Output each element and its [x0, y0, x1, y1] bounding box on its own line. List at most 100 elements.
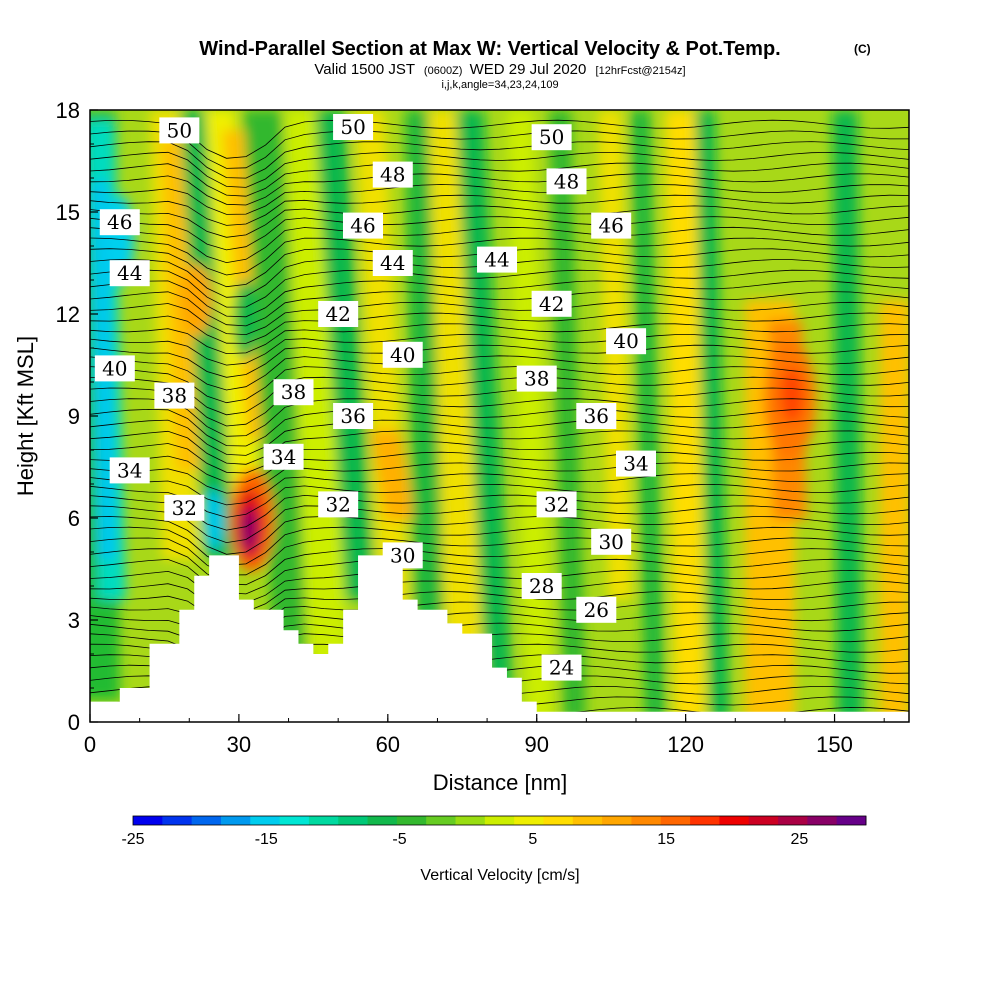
theta-contour-line [90, 323, 909, 355]
contour-label-text: 46 [350, 214, 375, 238]
subtitle-date: WED 29 Jul 2020 [470, 61, 587, 78]
contour-label-text: 36 [340, 404, 365, 428]
contour-label-box [576, 403, 617, 429]
theta-contour-line [90, 237, 909, 276]
y-tick-label: 3 [68, 608, 80, 633]
y-tick-label: 18 [56, 98, 80, 123]
contour-label-box [591, 528, 632, 555]
theta-contour-line [90, 226, 909, 264]
contour-label-box [94, 355, 135, 382]
chart-subtitle-2: i,j,k,angle=34,23,24,109 [441, 79, 558, 91]
contour-label-text: 44 [484, 248, 509, 272]
x-tick-label: 0 [84, 732, 96, 757]
contour-label-text: 40 [613, 329, 638, 353]
x-tick-label: 120 [667, 732, 704, 757]
chart-title: Wind-Parallel Section at Max W: Vertical… [199, 38, 780, 60]
theta-contour-label: 42 [318, 301, 359, 327]
contour-label-text: 50 [340, 115, 365, 139]
x-tick-label: 150 [816, 732, 853, 757]
theta-contour-label: 46 [591, 212, 632, 239]
subtitle-valid: Valid 1500 JST [314, 61, 414, 78]
theta-contour-label: 24 [541, 654, 582, 681]
theta-contour-line [90, 216, 909, 251]
theta-contour-label: 50 [159, 117, 200, 144]
theta-contour-line [90, 173, 909, 206]
theta-contour-label: 44 [477, 246, 518, 273]
contour-label-text: 38 [162, 384, 187, 408]
contour-label-text: 42 [539, 292, 564, 316]
contour-label-text: 32 [172, 496, 197, 520]
colorbar-frame [132, 815, 867, 826]
velocity-band [880, 300, 909, 720]
contour-label-text: 42 [325, 302, 350, 326]
theta-contour-line [90, 344, 909, 378]
title-mark: (C) [854, 42, 871, 56]
x-axis-label: Distance [nm] [433, 770, 568, 795]
contour-label-text: 48 [380, 163, 405, 187]
theta-contour-label: 34 [616, 450, 656, 477]
y-tick-label: 9 [68, 404, 80, 429]
contour-label-box [546, 168, 587, 195]
theta-contour-line [90, 516, 909, 555]
contour-label-box [516, 365, 557, 392]
contour-label-box [263, 443, 304, 470]
contour-label-box [99, 209, 140, 236]
velocity-band [665, 110, 705, 720]
theta-contour-line [90, 366, 909, 404]
colorbar-swatch [191, 816, 222, 825]
theta-contour-line [90, 334, 909, 366]
contour-label-box [372, 161, 413, 188]
y-tick-label: 15 [56, 200, 80, 225]
theta-contour-line [90, 398, 909, 437]
theta-contour-line [90, 430, 909, 465]
contour-label-text: 30 [390, 543, 415, 567]
theta-contour-label: 28 [521, 573, 562, 599]
velocity-band [630, 110, 665, 720]
velocity-cell [780, 367, 804, 423]
theta-contour-label: 48 [372, 161, 413, 188]
colorbar-swatch [484, 816, 515, 825]
colorbar-swatch [778, 816, 808, 825]
contour-label-box [273, 379, 314, 406]
contour-label-box [154, 382, 195, 409]
terrain [90, 555, 909, 722]
theta-contour-line [90, 505, 909, 544]
theta-contour-label: 42 [531, 290, 572, 317]
theta-contour-line [90, 376, 909, 416]
theta-contour-line [90, 269, 909, 308]
theta-contour-label: 50 [531, 124, 572, 151]
colorbar-swatch [426, 816, 457, 825]
theta-contour-line [90, 301, 909, 336]
contour-label-box [477, 246, 518, 273]
velocity-band [370, 430, 415, 520]
contour-label-text: 48 [554, 169, 579, 193]
velocity-cell [203, 490, 223, 550]
contour-label-box [531, 290, 572, 317]
x-tick-label: 30 [227, 732, 251, 757]
velocity-cell [241, 508, 257, 552]
velocity-band [549, 110, 586, 720]
contour-label-box [382, 341, 423, 368]
contour-label-text: 40 [102, 356, 127, 380]
contour-label-text: 50 [539, 125, 564, 149]
colorbar-swatch [660, 816, 691, 825]
contour-label-text: 46 [598, 214, 623, 238]
colorbar-swatch [308, 816, 339, 825]
contour-label-text: 38 [281, 380, 306, 404]
theta-contour-line [90, 473, 909, 506]
colorbar-swatch [719, 816, 750, 825]
theta-contour-line [90, 280, 909, 318]
colorbar-tick-label: 25 [790, 831, 808, 848]
theta-contour-label: 36 [576, 403, 617, 429]
contour-label-text: 30 [598, 530, 623, 554]
contour-label-text: 40 [390, 343, 415, 367]
y-axis: 0 3 6 9 12 15 18 [56, 98, 98, 735]
theta-contour-line [90, 462, 909, 494]
contour-label-box [343, 212, 383, 239]
contour-label-text: 34 [117, 458, 142, 482]
contour-label-box [616, 450, 656, 477]
theta-contour-line [90, 184, 909, 215]
contour-label-text: 32 [325, 492, 350, 516]
colorbar-swatch [690, 816, 720, 825]
colorbar-swatch [514, 816, 544, 825]
